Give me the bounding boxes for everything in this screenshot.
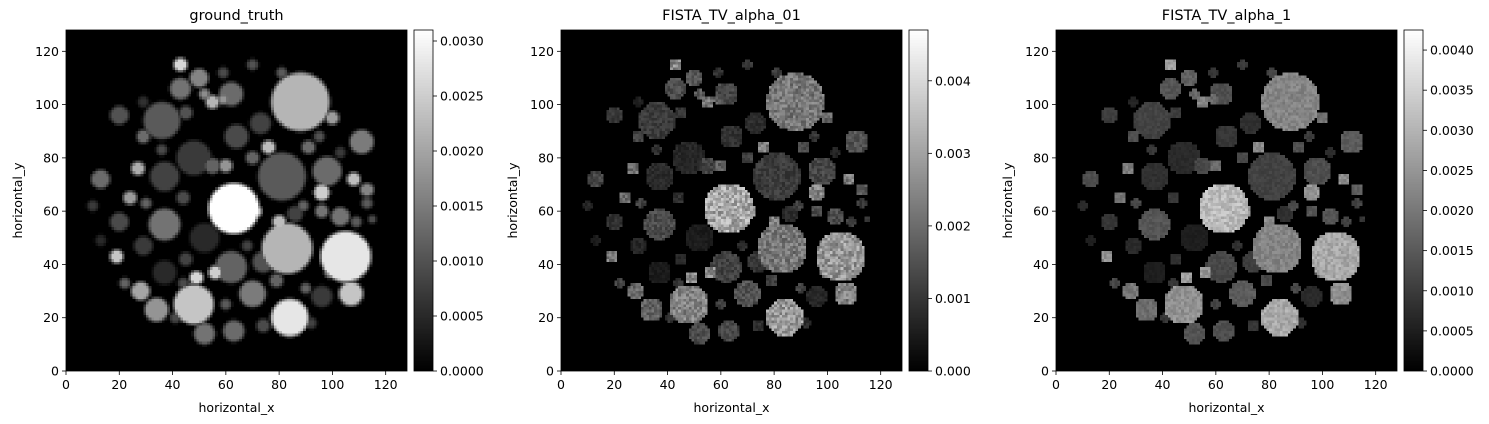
x-axis-label: horizontal_x [199, 400, 275, 415]
y-tick-label: 40 [43, 257, 59, 272]
colorbar-tick-label: 0.002 [935, 218, 971, 233]
colorbar-tick-label: 0.0005 [1430, 323, 1474, 338]
y-tick-label: 60 [1033, 204, 1049, 219]
colorbar-tick-label: 0.0020 [1430, 203, 1474, 218]
colorbar-gradient [1404, 30, 1423, 371]
colorbar-tick-label: 0.0010 [440, 254, 484, 269]
colorbar-tick-label: 0.0025 [1430, 163, 1474, 178]
colorbar-tick-label: 0.0015 [440, 199, 484, 214]
panel-2: FISTA_TV_alpha_01 0 20 40 60 80 100 120 0 20 40 60 8… [505, 8, 971, 415]
y-tick-label: 100 [530, 97, 554, 112]
y-axis-label: horizontal_y [505, 162, 520, 239]
y-tick-label: 40 [1033, 257, 1049, 272]
colorbar-tick-label: 0.0035 [1430, 83, 1474, 98]
colorbar-tick-label: 0.0005 [440, 309, 484, 324]
y-tick-label: 120 [35, 44, 59, 59]
x-tick-label: 80 [766, 377, 782, 392]
y-tick-label: 0 [1041, 364, 1049, 379]
colorbar-tick-label: 0.0010 [1430, 283, 1474, 298]
axes-frame [560, 29, 903, 372]
x-tick-label: 60 [713, 377, 729, 392]
y-tick-label: 80 [1033, 150, 1049, 165]
colorbar-gradient [414, 30, 433, 371]
x-tick-label: 40 [660, 377, 676, 392]
colorbar-frame [413, 29, 434, 372]
y-tick-label: 80 [538, 150, 554, 165]
panel-title: FISTA_TV_alpha_01 [662, 8, 801, 24]
colorbar-tick-label: 0.0025 [440, 89, 484, 104]
panel-title: FISTA_TV_alpha_1 [1162, 8, 1291, 24]
x-tick-label: 20 [606, 377, 622, 392]
x-tick-label: 100 [815, 377, 839, 392]
y-tick-label: 20 [43, 310, 59, 325]
x-tick-label: 120 [374, 377, 398, 392]
x-tick-label: 0 [1052, 377, 1060, 392]
y-tick-label: 100 [35, 97, 59, 112]
colorbar-tick-label: 0.000 [935, 364, 971, 379]
y-tick-label: 100 [1025, 97, 1049, 112]
colorbar: 0.000 0.001 0.002 0.003 0.004 [908, 29, 971, 379]
y-tick-label: 80 [43, 150, 59, 165]
axes-frame [1055, 29, 1398, 372]
x-tick-label: 120 [1364, 377, 1388, 392]
reconstruction-image [561, 30, 902, 371]
y-tick-label: 0 [51, 364, 59, 379]
colorbar-tick-label: 0.003 [935, 146, 971, 161]
y-tick-label: 60 [538, 204, 554, 219]
panel-3: FISTA_TV_alpha_1 0 20 40 60 80 100 120 0 20 40 60 80… [1000, 8, 1474, 415]
panel-title: ground_truth [189, 8, 283, 24]
colorbar-tick-label: 0.0000 [1430, 364, 1474, 379]
x-tick-label: 0 [62, 377, 70, 392]
colorbar-tick-label: 0.0030 [1430, 123, 1474, 138]
colorbar: 0.0000 0.0005 0.0010 0.0015 0.0020 0.0025 0.00… [1403, 29, 1474, 379]
x-tick-label: 60 [1208, 377, 1224, 392]
x-axis-label: horizontal_x [1189, 400, 1265, 415]
y-tick-label: 20 [538, 310, 554, 325]
colorbar-tick-label: 0.004 [935, 73, 971, 88]
axes-frame [65, 29, 408, 372]
x-tick-label: 20 [111, 377, 127, 392]
colorbar-tick-label: 0.001 [935, 291, 971, 306]
x-tick-label: 40 [165, 377, 181, 392]
colorbar-gradient [909, 30, 928, 371]
colorbar-tick-label: 0.0020 [440, 144, 484, 159]
reconstruction-image [1056, 30, 1397, 371]
x-tick-label: 100 [320, 377, 344, 392]
colorbar-tick-label: 0.0015 [1430, 243, 1474, 258]
colorbar: 0.0000 0.0005 0.0010 0.0015 0.0020 0.0025 0.00… [413, 29, 484, 379]
x-tick-label: 40 [1155, 377, 1171, 392]
colorbar-tick-label: 0.0040 [1430, 43, 1474, 58]
y-axis-label: horizontal_y [10, 162, 25, 239]
panel-1: ground_truth 0 20 40 60 80 100 120 0 20 40 60 80 100 1… [10, 8, 484, 415]
y-tick-label: 20 [1033, 310, 1049, 325]
x-axis-label: horizontal_x [694, 400, 770, 415]
reconstruction-image [66, 30, 407, 371]
y-tick-label: 120 [530, 44, 554, 59]
x-tick-label: 80 [271, 377, 287, 392]
x-tick-label: 100 [1310, 377, 1334, 392]
y-tick-label: 40 [538, 257, 554, 272]
colorbar-tick-label: 0.0000 [440, 364, 484, 379]
colorbar-frame [1403, 29, 1424, 372]
x-tick-label: 0 [557, 377, 565, 392]
x-tick-label: 60 [218, 377, 234, 392]
y-tick-label: 120 [1025, 44, 1049, 59]
colorbar-tick-label: 0.0030 [440, 34, 484, 49]
y-tick-label: 0 [546, 364, 554, 379]
x-tick-label: 20 [1101, 377, 1117, 392]
y-tick-label: 60 [43, 204, 59, 219]
x-tick-label: 80 [1261, 377, 1277, 392]
x-tick-label: 120 [869, 377, 893, 392]
colorbar-frame [908, 29, 929, 372]
y-axis-label: horizontal_y [1000, 162, 1015, 239]
